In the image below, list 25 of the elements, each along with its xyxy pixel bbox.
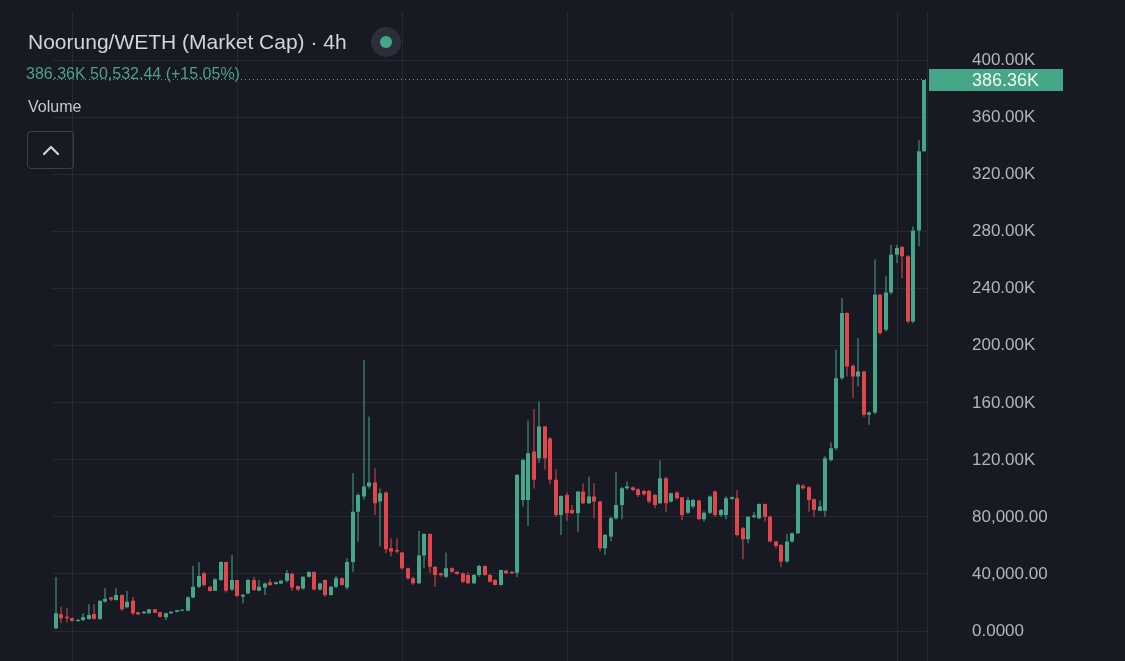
y-tick-label: 200.00K bbox=[972, 335, 1036, 355]
y-tick-label: 0.0000 bbox=[972, 620, 1024, 640]
y-tick-label: 120.00K bbox=[972, 449, 1036, 469]
y-tick-label: 80,000.00 bbox=[972, 506, 1048, 526]
y-tick-label: 160.00K bbox=[972, 392, 1036, 412]
candlestick bbox=[92, 604, 96, 620]
y-tick-label: 240.00K bbox=[972, 278, 1036, 298]
text: 386.36K 50,532.44 (+15.05%) bbox=[26, 65, 240, 83]
candlestick bbox=[592, 483, 596, 519]
candlestick bbox=[362, 359, 366, 500]
annotation: Volume bbox=[28, 98, 82, 116]
y-tick-label: 360.00K bbox=[972, 107, 1036, 127]
candlestick bbox=[395, 538, 399, 554]
y-tick-label: 40,000.00 bbox=[972, 563, 1048, 583]
collapse-button[interactable] bbox=[27, 131, 74, 169]
candlestick bbox=[856, 338, 860, 387]
candlestick bbox=[367, 416, 371, 489]
candlestick bbox=[87, 604, 91, 620]
y-tick-label: 280.00K bbox=[972, 221, 1036, 241]
y-tick-label: 400.00K bbox=[972, 50, 1036, 70]
candlestick bbox=[70, 617, 74, 622]
candlestick bbox=[378, 488, 382, 547]
text: Noorung/WETH (Market Cap) · 4h bbox=[28, 30, 347, 54]
y-tick-label: 320.00K bbox=[972, 164, 1036, 184]
ref-line-label: 386.36K bbox=[972, 69, 1040, 90]
